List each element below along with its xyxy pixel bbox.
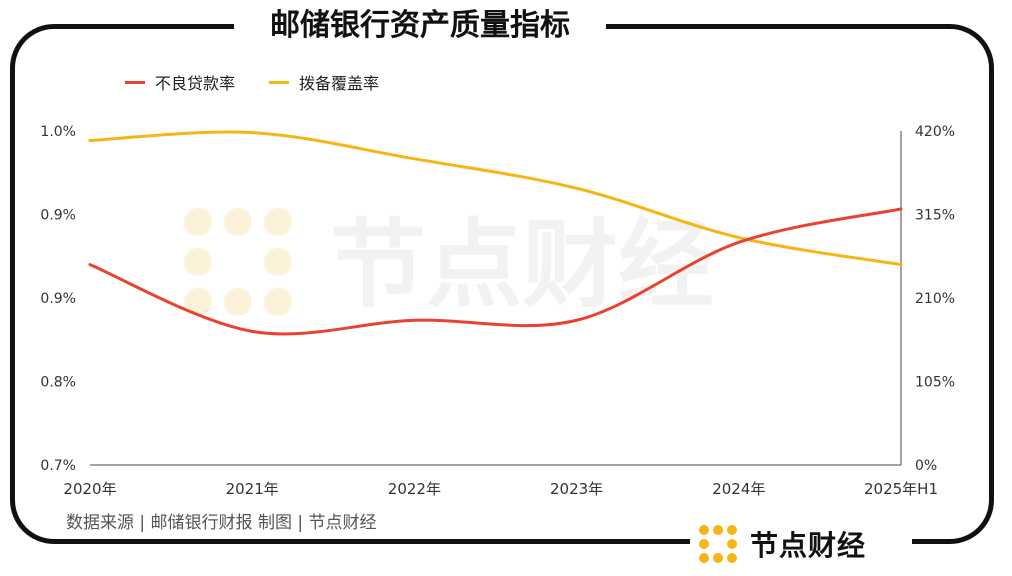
- brand-name: 节点财经: [750, 529, 867, 562]
- brand-logo-icon: [699, 525, 737, 563]
- legend-label-npl: 不良贷款率: [155, 74, 236, 93]
- chart-title: 邮储银行资产质量指标: [270, 8, 570, 43]
- chart-frame: [10, 24, 994, 544]
- legend-label-coverage: 拨备覆盖率: [299, 74, 380, 93]
- source-note: 数据来源 | 邮储银行财报 制图 | 节点财经: [66, 513, 377, 533]
- legend-swatch-npl: [125, 80, 145, 84]
- legend-swatch-coverage: [269, 80, 290, 84]
- brand-logo: 节点财经: [698, 524, 866, 564]
- legend-item-npl[interactable]: 不良贷款率: [125, 70, 235, 94]
- title-background: [234, 6, 606, 46]
- legend: 不良贷款率 拨备覆盖率: [125, 70, 379, 94]
- legend-item-coverage[interactable]: 拨备覆盖率: [269, 70, 379, 94]
